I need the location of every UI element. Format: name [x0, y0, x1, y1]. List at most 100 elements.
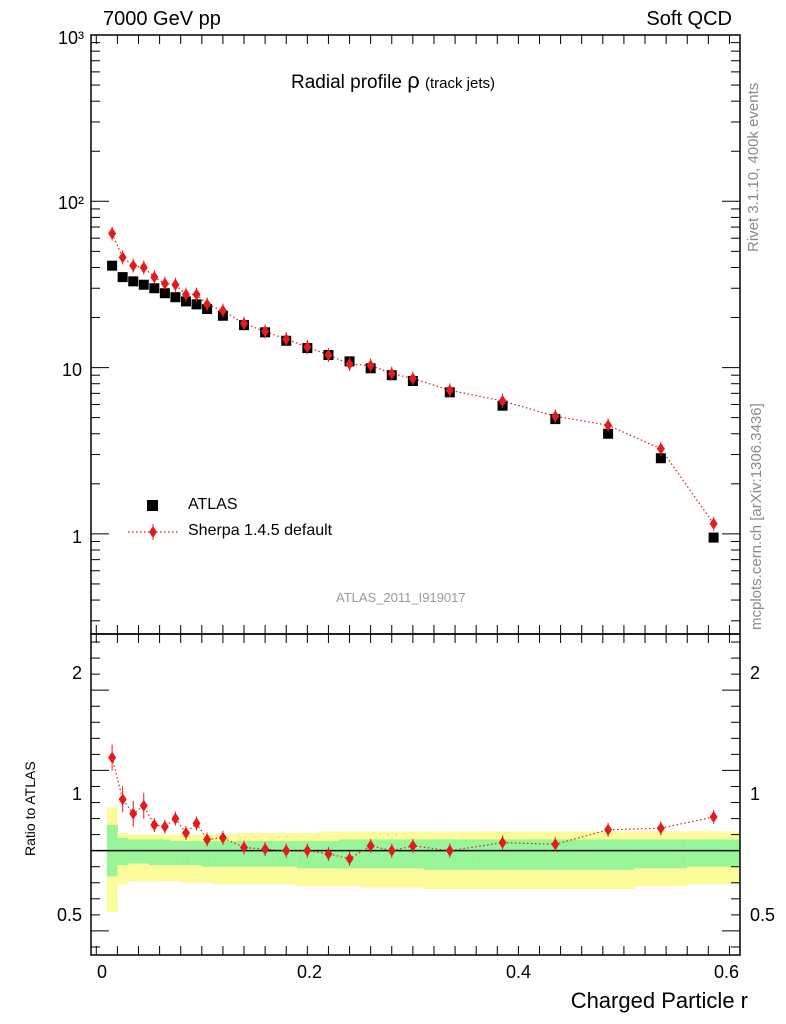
atlas-point: [149, 283, 160, 294]
ratio-sherpa-point: [129, 807, 138, 820]
band-inner-bin: [634, 839, 688, 869]
band-inner-bin: [170, 841, 182, 866]
sherpa-point: [261, 325, 270, 338]
atlas-point: [603, 428, 614, 439]
legend-label-sherpa: Sherpa 1.4.5 default: [188, 522, 333, 539]
ratio-sherpa-point: [192, 817, 201, 830]
ratio-sherpa-point: [656, 822, 665, 835]
sherpa-point: [551, 410, 560, 423]
chart-title-symbol: ρ: [407, 68, 420, 93]
sherpa-point: [366, 359, 375, 372]
ratio-sherpa-point: [218, 831, 227, 844]
sherpa-point: [445, 384, 454, 397]
y-tick-label-1000: 10³: [57, 28, 84, 48]
ratio-sherpa-point: [203, 833, 212, 846]
atlas-point: [170, 292, 181, 303]
energy-label: 7000 GeV pp: [103, 8, 221, 30]
rivet-label: Rivet 3.1.10, 400k events: [745, 82, 762, 252]
ratio-sherpa-point: [118, 793, 127, 806]
ratio-panel-frame: [90, 633, 741, 956]
atlas-point: [117, 272, 128, 283]
atlas-point: [655, 453, 666, 464]
ratio-sherpa-point: [498, 836, 507, 849]
atlas-point: [708, 532, 719, 543]
sherpa-point: [282, 333, 291, 346]
ratio-sherpa-point: [303, 844, 312, 857]
band-inner-bin: [687, 839, 741, 867]
sherpa-point: [303, 340, 312, 353]
y-tick-label-100: 10²: [57, 193, 84, 213]
ratio-sherpa-point: [709, 810, 718, 823]
band-inner-bin: [191, 841, 203, 866]
sherpa-point: [108, 227, 117, 240]
sherpa-point: [709, 517, 718, 530]
legend-marker-atlas: [147, 500, 158, 511]
atlas-point: [107, 260, 118, 271]
sherpa-point: [203, 298, 212, 311]
chart-title-text: Radial profile: [291, 72, 402, 93]
analysis-id: ATLAS_2011_I919017: [336, 590, 466, 605]
chart-title-suffix: (track jets): [424, 75, 495, 92]
x-tick-label-0.2: 0.2: [297, 962, 323, 982]
ratio-sherpa-point: [181, 827, 190, 840]
ratio-uncertainty-bands: [91, 807, 741, 912]
ratio-y-tick-label-right-2: 2: [750, 663, 761, 683]
sherpa-point: [498, 394, 507, 407]
sherpa-point: [118, 251, 127, 264]
main-panel-marks: [107, 226, 719, 543]
ratio-sherpa-point: [345, 852, 354, 865]
x-axis-label: Charged Particle r: [570, 988, 748, 1013]
category-label: Soft QCD: [646, 8, 732, 30]
ratio-sherpa-point: [150, 818, 159, 831]
band-inner-bin: [127, 839, 139, 864]
ratio-y-tick-label-1: 1: [71, 784, 82, 804]
ratio-sherpa-point: [261, 843, 270, 856]
band-inner-bin: [402, 839, 424, 869]
sherpa-point: [240, 317, 249, 330]
ratio-sherpa-point: [282, 844, 291, 857]
band-inner-bin: [201, 841, 213, 867]
sherpa-point: [139, 261, 148, 274]
ratio-sherpa-point: [551, 838, 560, 851]
x-tick-label-0.6: 0.6: [714, 962, 740, 982]
band-inner-bin: [581, 839, 635, 870]
ratio-sherpa-point: [240, 841, 249, 854]
sherpa-point: [408, 372, 417, 385]
ratio-sherpa-point: [604, 823, 613, 836]
ratio-sherpa-point: [171, 812, 180, 825]
x-tick-label-0.4: 0.4: [506, 962, 532, 982]
sherpa-point: [171, 278, 180, 291]
band-inner-bin: [360, 839, 382, 869]
band-inner-bin: [212, 841, 234, 867]
panel-frames: [90, 34, 741, 956]
sherpa-point: [192, 288, 201, 301]
sherpa-point: [656, 442, 665, 455]
band-inner-bin: [138, 839, 150, 864]
ratio-sherpa-point: [160, 820, 169, 833]
axis-ticks: [91, 34, 740, 955]
ratio-sherpa-point: [108, 751, 117, 764]
source-label: mcplots.cern.ch [arXiv:1306.3436]: [748, 403, 765, 630]
main-panel-frame: [90, 34, 741, 635]
ratio-sherpa-point: [408, 839, 417, 852]
legend-label-atlas: ATLAS: [188, 496, 238, 513]
atlas-point: [159, 288, 170, 299]
band-inner-bin: [180, 841, 192, 866]
sherpa-point: [181, 288, 190, 301]
ratio-panel-marks: [108, 744, 718, 866]
band-inner-bin: [149, 839, 161, 866]
ratio-y-axis-label: Ratio to ATLAS: [22, 761, 38, 856]
sherpa-point: [387, 367, 396, 380]
sherpa-point: [150, 271, 159, 284]
sherpa-point: [324, 349, 333, 362]
ratio-y-tick-label-right-0.5: 0.5: [750, 905, 776, 925]
chart-title: Radial profile ρ (track jets): [291, 68, 495, 94]
sherpa-point: [604, 419, 613, 432]
ratio-sherpa-point: [445, 844, 454, 857]
x-tick-label-0: 0: [97, 962, 108, 982]
y-tick-label-10: 10: [61, 360, 82, 380]
ratio-sherpa-point: [387, 844, 396, 857]
legend-marker-sherpa: [149, 526, 157, 538]
y-tick-label-1: 1: [71, 527, 82, 547]
